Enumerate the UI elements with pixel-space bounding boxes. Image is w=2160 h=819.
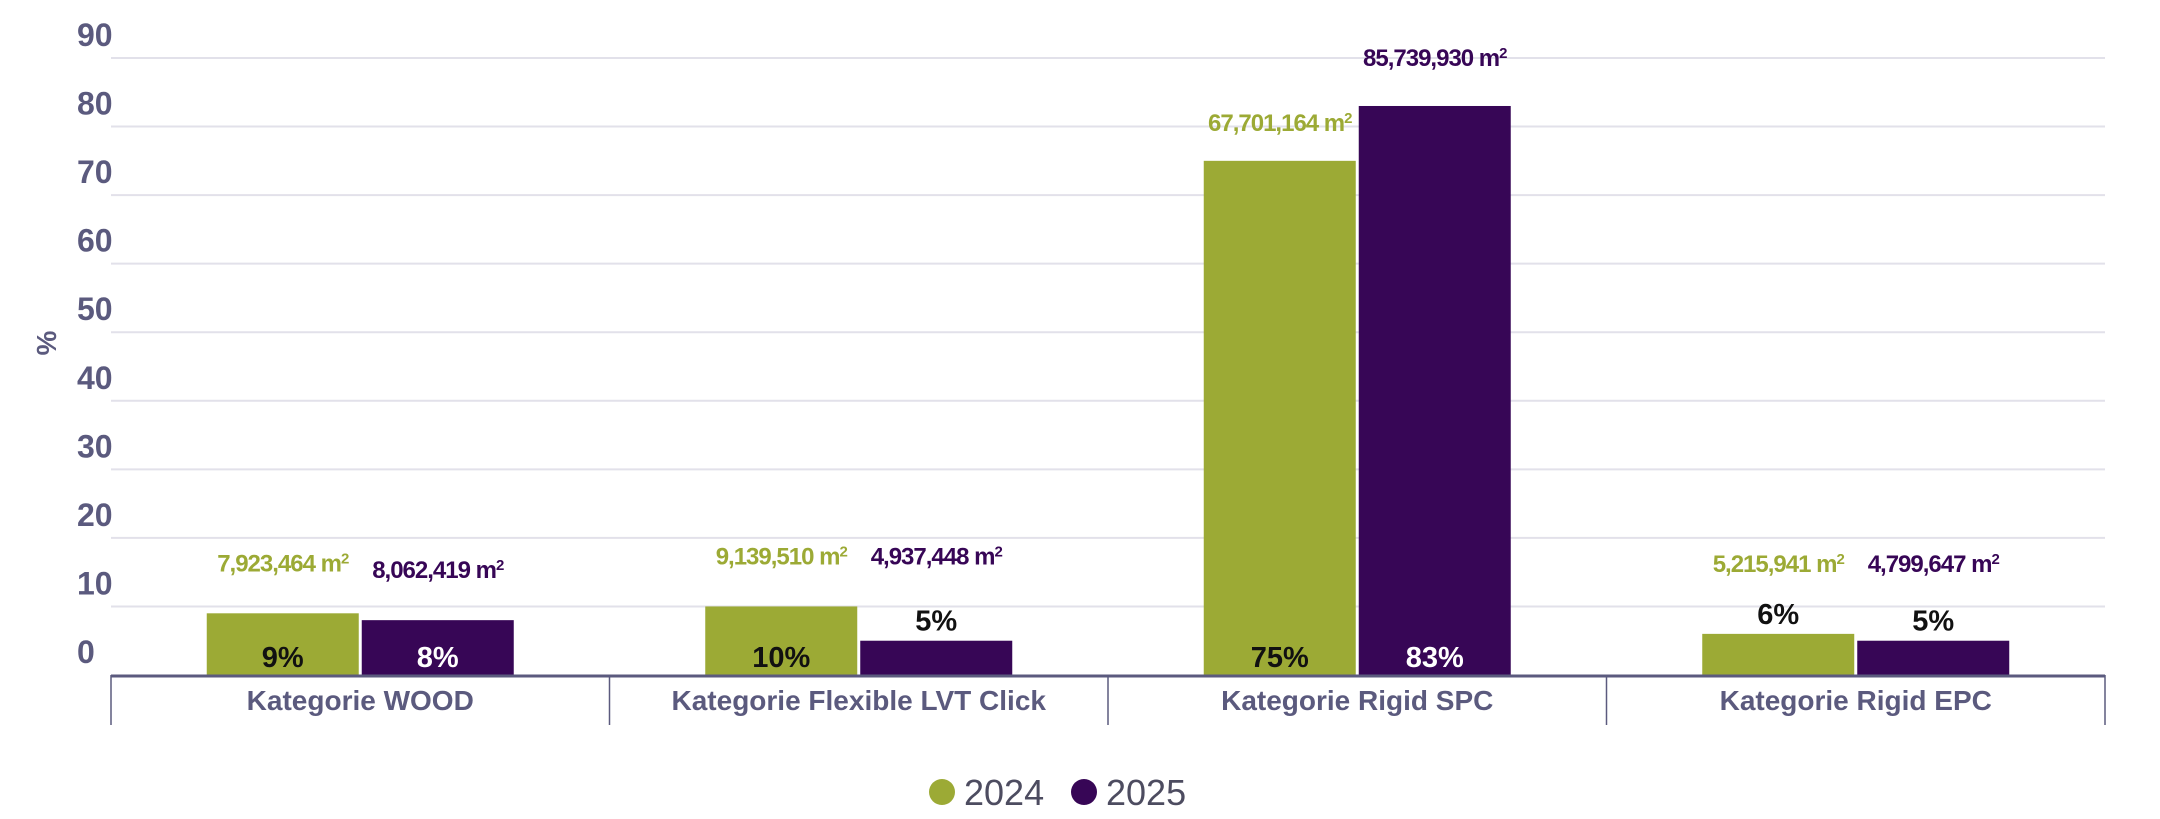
- area-label: 7,923,464 m2: [217, 550, 349, 578]
- y-tick-label: 10: [77, 565, 113, 601]
- legend-label: 2024: [964, 772, 1044, 813]
- area-unit-superscript: 2: [994, 543, 1002, 560]
- y-tick-label: 80: [77, 86, 113, 122]
- area-unit-superscript: 2: [1499, 44, 1507, 61]
- y-axis-ticks: 0 10 20 30 40 50 60 70 80 90: [77, 17, 113, 670]
- legend-marker: [929, 779, 955, 805]
- y-tick-label: 0: [77, 634, 95, 670]
- category-label: Kategorie Rigid SPC: [1221, 685, 1493, 716]
- category-label: Kategorie Rigid EPC: [1720, 685, 1992, 716]
- percent-label: 8%: [417, 642, 459, 674]
- area-unit-superscript: 2: [1991, 550, 1999, 567]
- y-tick-label: 40: [77, 360, 113, 396]
- percent-label: 5%: [915, 606, 957, 638]
- y-tick-label: 90: [77, 17, 113, 53]
- y-tick-label: 30: [77, 428, 113, 464]
- bar-2024: [1702, 633, 1855, 675]
- legend-label: 2025: [1106, 772, 1186, 813]
- area-label: 8,062,419 m2: [372, 557, 504, 585]
- percent-label: 9%: [262, 642, 304, 674]
- y-tick-label: 60: [77, 223, 113, 259]
- area-unit-superscript: 2: [1344, 109, 1352, 126]
- percent-label: 5%: [1912, 606, 1954, 638]
- legend-marker: [1071, 779, 1097, 805]
- area-unit-superscript: 2: [1836, 550, 1844, 567]
- bar-2025: [1358, 105, 1511, 675]
- area-unit-superscript: 2: [341, 550, 349, 567]
- bar-2025: [1857, 640, 2010, 675]
- percent-label: 75%: [1251, 642, 1309, 674]
- bar-2025: [860, 640, 1013, 675]
- area-label: 85,739,930 m2: [1363, 44, 1507, 72]
- area-label: 4,799,647 m2: [1868, 550, 2000, 578]
- legend: 2024 2025: [929, 772, 1186, 813]
- gridlines: [111, 57, 2105, 608]
- y-axis-label: %: [31, 330, 62, 355]
- bar-2025: [361, 620, 514, 675]
- bars: 9% 7,923,464 m2 8% 8,062,419 m2 10% 9,139,510…: [206, 44, 2010, 676]
- bar-2024: [1203, 160, 1356, 676]
- bar-2024: [705, 606, 858, 675]
- category-label: Kategorie WOOD: [247, 685, 474, 716]
- category-label: Kategorie Flexible LVT Click: [672, 685, 1047, 716]
- percent-label: 83%: [1406, 642, 1464, 674]
- x-axis-categories: Kategorie WOOD Kategorie Flexible LVT Cli…: [247, 685, 1992, 716]
- area-label: 4,937,448 m2: [871, 543, 1003, 571]
- bar-2024: [206, 613, 359, 675]
- legend-item-2025: 2025: [1071, 772, 1186, 813]
- y-tick-label: 20: [77, 497, 113, 533]
- y-tick-label: 50: [77, 291, 113, 327]
- percent-label: 6%: [1757, 599, 1799, 631]
- legend-item-2024: 2024: [929, 772, 1044, 813]
- area-unit-superscript: 2: [496, 557, 504, 574]
- x-axis: [110, 674, 2106, 725]
- percent-label: 10%: [752, 642, 810, 674]
- area-label: 5,215,941 m2: [1713, 550, 1845, 578]
- area-label: 67,701,164 m2: [1208, 109, 1352, 137]
- y-tick-label: 70: [77, 154, 113, 190]
- area-label: 9,139,510 m2: [716, 543, 848, 571]
- area-unit-superscript: 2: [839, 543, 847, 560]
